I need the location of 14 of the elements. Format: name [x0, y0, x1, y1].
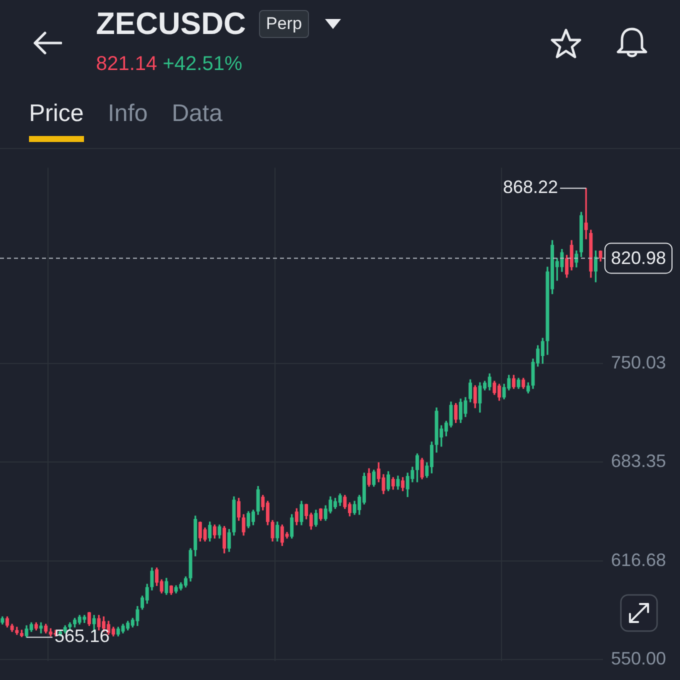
candlestick [584, 188, 588, 240]
text: Data [172, 100, 222, 128]
text: Perp [259, 10, 309, 38]
chart-title: ZECUSDC [96, 6, 246, 42]
y-tick-label: 750.03 [610, 352, 666, 372]
annotation: 565.16 [54, 626, 110, 646]
text: Price [29, 100, 84, 128]
annotation: 868.22 [503, 177, 558, 198]
chart-subtitle: 821.14 +42.51% [96, 53, 242, 75]
ref-line-label: 820.98 [610, 248, 666, 268]
y-tick-label: 550.00 [610, 648, 666, 669]
y-tick-label: 616.68 [610, 550, 666, 570]
text: Info [108, 100, 148, 128]
y-tick-label: 683.35 [610, 451, 666, 472]
